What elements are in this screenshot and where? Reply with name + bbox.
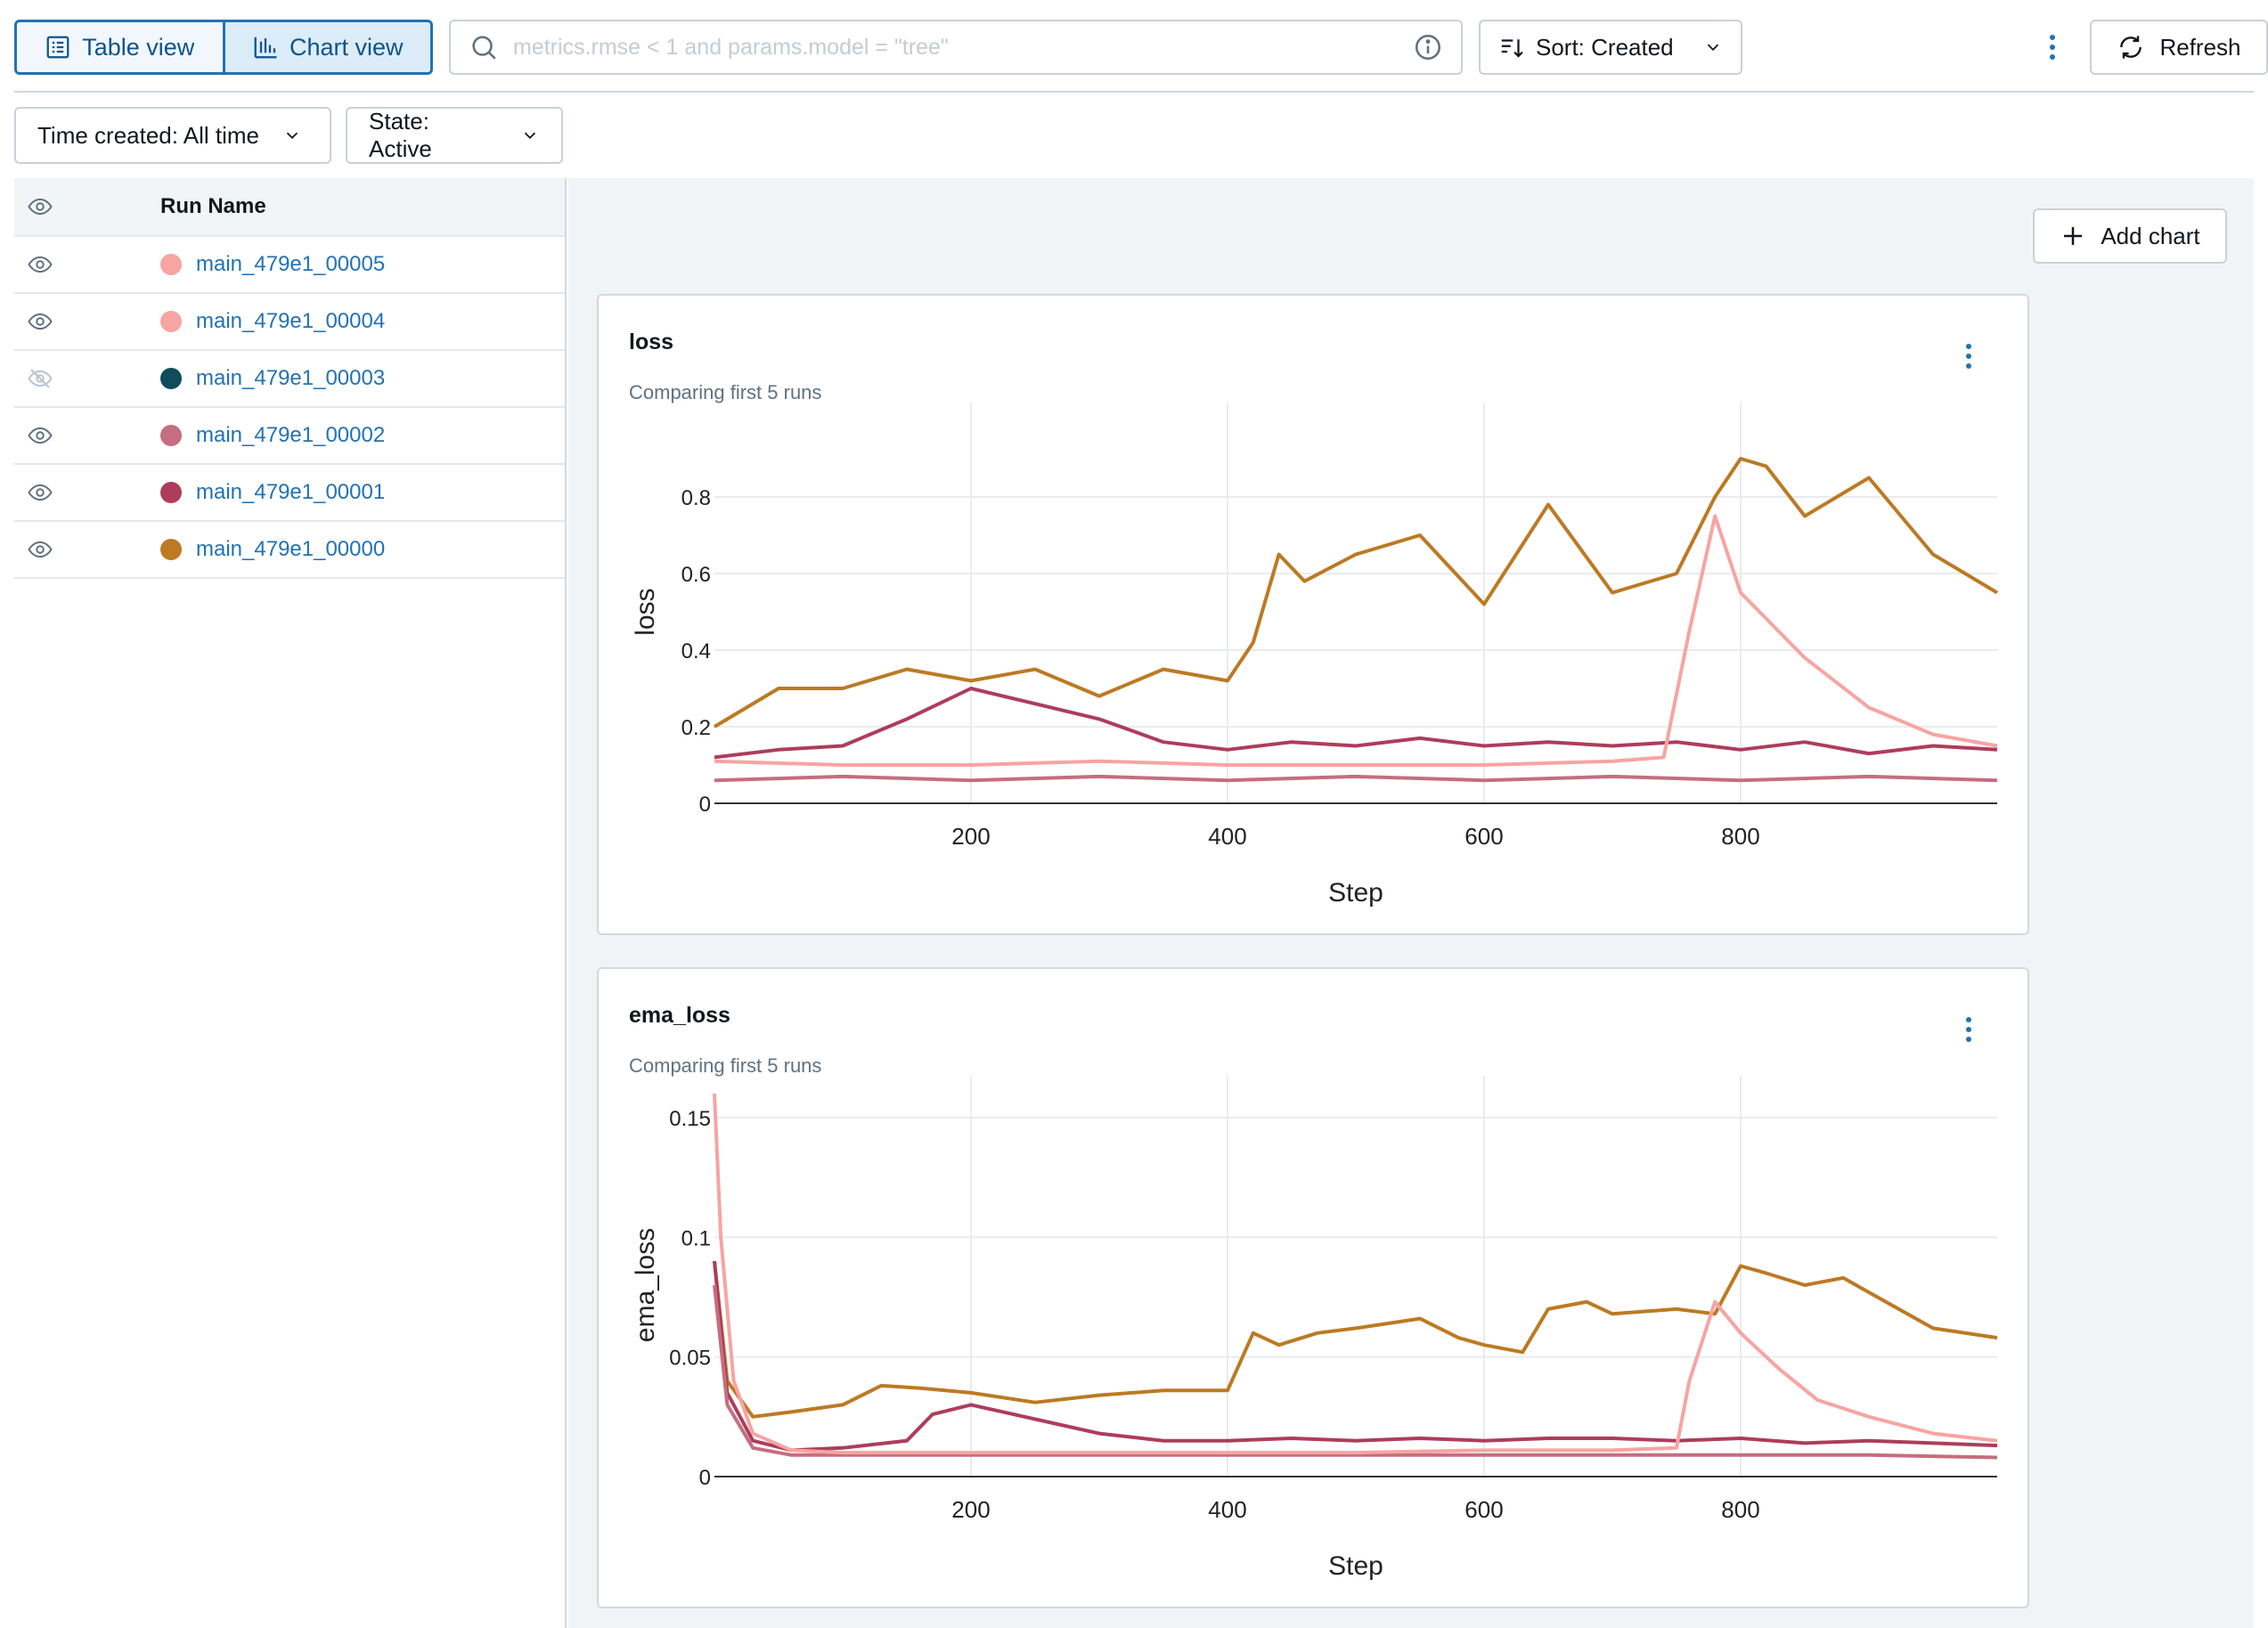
run-row[interactable]: main_479e1_00001: [14, 465, 565, 522]
x-axis-title: Step: [1328, 1551, 1383, 1581]
toolbar: Table view Chart view Sort: Created: [14, 20, 2268, 75]
refresh-icon: [2120, 36, 2142, 59]
table-view-button[interactable]: Table view: [17, 22, 223, 72]
run-color-dot: [160, 311, 182, 332]
series-line[interactable]: [713, 1284, 1998, 1460]
y-tick-label: 0.6: [681, 563, 711, 587]
chart-view-button[interactable]: Chart view: [222, 22, 430, 72]
run-color-dot: [160, 539, 182, 560]
run-rows: main_479e1_00005 main_479e1_00004 main_479…: [14, 237, 565, 579]
chart-title: ema_loss: [629, 1003, 730, 1028]
x-tick-label: 400: [1208, 823, 1246, 850]
run-name-link[interactable]: main_479e1_00004: [196, 309, 386, 333]
table-view-label: Table view: [82, 33, 195, 61]
y-tick-label: 0.05: [669, 1347, 711, 1371]
run-name-column-header: Run Name: [160, 194, 266, 218]
series-line[interactable]: [713, 1260, 1998, 1453]
search-icon: [472, 36, 496, 60]
chevron-down-icon: [1707, 44, 1719, 52]
series-line[interactable]: [714, 774, 1998, 783]
charts-area: Add chart loss Comparing first 5 runs 20…: [568, 178, 2254, 1628]
runs-header: Run Name: [14, 178, 565, 237]
loss-chart: 200 400 600 800 0 0.2 0.4 0.6 0.8 Step loss: [631, 403, 1999, 908]
run-row[interactable]: main_479e1_00004: [14, 294, 565, 351]
runs-list: Run Name main_479e1_00005 main_479e1_0000…: [14, 178, 567, 1628]
y-tick-label: 0.15: [669, 1107, 711, 1131]
chevron-down-icon: [524, 132, 536, 140]
series-line[interactable]: [713, 1093, 1998, 1455]
run-color-dot: [160, 254, 182, 275]
sort-icon: [1501, 39, 1523, 58]
table-list-icon: [46, 36, 69, 59]
add-chart-label: Add chart: [2101, 222, 2200, 249]
sort-dropdown[interactable]: Sort: Created: [1479, 20, 1742, 75]
run-name-link[interactable]: main_479e1_00003: [196, 366, 386, 390]
run-color-dot: [160, 482, 182, 503]
eye-icon[interactable]: [27, 536, 53, 563]
ema-loss-chart: 200 400 600 800 0 0.05 0.1 0.15 Step ema_loss: [631, 1076, 1998, 1581]
eye-icon[interactable]: [27, 193, 53, 220]
y-tick-label: 0: [699, 1466, 711, 1490]
x-tick-label: 600: [1464, 1496, 1503, 1523]
plus-icon: [2064, 227, 2083, 245]
view-toggle: Table view Chart view: [14, 20, 433, 75]
x-tick-label: 200: [951, 1496, 990, 1523]
run-name-link[interactable]: main_479e1_00002: [196, 423, 386, 447]
run-color-dot: [160, 368, 182, 389]
chart-menu-icon[interactable]: [1960, 1013, 1978, 1046]
series-line[interactable]: [714, 514, 1998, 767]
chart-view-label: Chart view: [289, 33, 404, 61]
series-line[interactable]: [713, 1260, 1998, 1419]
bar-chart-icon: [254, 37, 277, 59]
run-row[interactable]: main_479e1_00000: [14, 522, 565, 579]
sort-label: Sort: Created: [1536, 33, 1674, 61]
x-tick-label: 400: [1208, 1496, 1246, 1523]
run-name-link[interactable]: main_479e1_00000: [196, 537, 386, 561]
chart-menu-icon[interactable]: [1960, 340, 1978, 372]
y-tick-label: 0.4: [681, 639, 711, 663]
refresh-button[interactable]: Refresh: [2090, 20, 2268, 75]
time-created-filter[interactable]: Time created: All time: [14, 107, 331, 164]
x-tick-label: 600: [1464, 823, 1503, 850]
y-tick-label: 0.2: [681, 716, 711, 740]
eye-icon[interactable]: [27, 422, 53, 449]
run-row[interactable]: main_479e1_00005: [14, 237, 565, 294]
run-row[interactable]: main_479e1_00003: [14, 351, 565, 408]
search-input[interactable]: [513, 34, 1413, 61]
x-tick-label: 800: [1721, 823, 1759, 850]
chart-title: loss: [629, 330, 674, 354]
chevron-down-icon: [286, 132, 298, 140]
chart-card-loss: loss Comparing first 5 runs 200 400 600 800…: [597, 294, 2029, 935]
x-tick-label: 200: [951, 823, 990, 850]
chart-subtitle: Comparing first 5 runs: [629, 381, 822, 403]
y-tick-label: 0: [699, 793, 711, 817]
y-tick-label: 0.1: [681, 1226, 711, 1250]
state-label: State: Active: [369, 108, 432, 162]
y-tick-label: 0.8: [681, 486, 711, 510]
toolbar-divider: [14, 91, 2254, 93]
eye-icon[interactable]: [27, 308, 53, 335]
add-chart-button[interactable]: Add chart: [2033, 208, 2227, 264]
eye-off-icon[interactable]: [27, 365, 53, 392]
run-row[interactable]: main_479e1_00002: [14, 408, 565, 465]
state-filter[interactable]: State: Active: [346, 107, 563, 164]
info-icon[interactable]: [1413, 32, 1443, 62]
y-axis-title: ema_loss: [631, 1228, 660, 1342]
y-axis-title: loss: [631, 588, 660, 635]
series-line[interactable]: [714, 687, 1998, 760]
search-box: [449, 20, 1463, 75]
more-options-icon[interactable]: [2036, 28, 2068, 66]
run-color-dot: [160, 425, 182, 446]
x-tick-label: 800: [1721, 1496, 1759, 1523]
run-name-link[interactable]: main_479e1_00005: [196, 252, 386, 276]
refresh-label: Refresh: [2159, 33, 2241, 61]
series-line[interactable]: [713, 457, 1999, 729]
time-created-label: Time created: All time: [37, 121, 260, 149]
eye-icon[interactable]: [27, 479, 53, 506]
run-name-link[interactable]: main_479e1_00001: [196, 480, 386, 504]
x-axis-title: Step: [1328, 878, 1383, 908]
chart-subtitle: Comparing first 5 runs: [629, 1054, 822, 1077]
eye-icon[interactable]: [27, 251, 53, 278]
chart-card-ema-loss: ema_loss Comparing first 5 runs 200 400 60…: [597, 967, 2029, 1608]
